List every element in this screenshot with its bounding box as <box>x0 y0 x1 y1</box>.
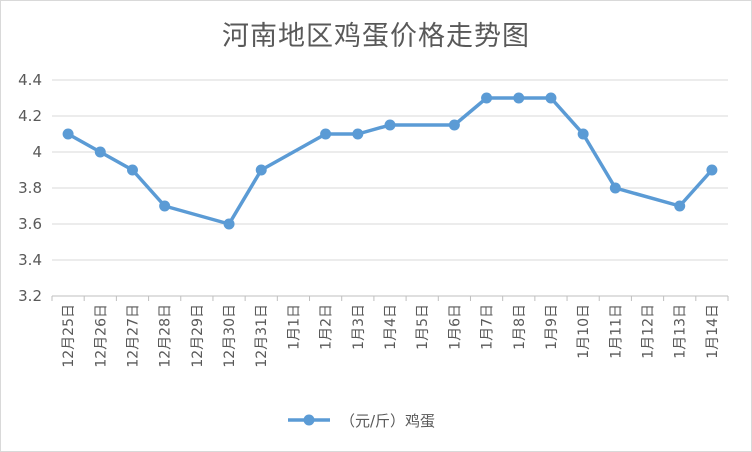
data-point <box>545 92 557 104</box>
x-tick-label: 1月7日 <box>480 304 496 350</box>
data-point <box>481 92 493 104</box>
series-layer <box>62 92 718 230</box>
data-point <box>159 200 171 212</box>
x-tick-label: 1月11日 <box>608 304 624 359</box>
x-tick-label: 1月5日 <box>415 304 431 350</box>
x-tick-label: 1月10日 <box>576 304 592 359</box>
data-point <box>352 128 364 140</box>
x-tick-label: 1月14日 <box>705 304 721 359</box>
x-tick-label: 12月31日 <box>254 304 270 368</box>
x-tick-label: 1月13日 <box>673 304 689 359</box>
y-tick-label: 3.2 <box>18 287 42 305</box>
x-tick-label: 1月8日 <box>512 304 528 350</box>
y-tick-label: 4 <box>32 143 42 161</box>
data-point <box>706 164 718 176</box>
x-tick-label: 1月3日 <box>351 304 367 350</box>
x-tick-label: 12月29日 <box>190 304 206 368</box>
chart-title: 河南地区鸡蛋价格走势图 <box>222 21 530 52</box>
legend-label: （元/斤）鸡蛋 <box>340 412 435 430</box>
data-point <box>448 119 460 131</box>
data-point <box>577 128 589 140</box>
x-axis-ticks: 12月25日 12月26日 12月27日 12月28日 12月29日 12月30日 12月3… <box>51 296 729 368</box>
data-point <box>609 182 621 194</box>
x-tick-label: 12月28日 <box>158 304 174 368</box>
data-point <box>384 119 396 131</box>
y-tick-label: 3.8 <box>18 179 42 197</box>
y-tick-label: 3.6 <box>18 215 42 233</box>
y-tick-label: 4.4 <box>18 71 42 89</box>
x-tick-label: 1月6日 <box>447 304 463 350</box>
gridlines <box>52 79 728 297</box>
x-tick-label: 12月30日 <box>222 304 238 368</box>
data-point <box>62 128 74 140</box>
y-axis-ticks: 3.2 3.4 3.6 3.8 4 4.2 4.4 <box>18 71 42 305</box>
x-tick-label: 12月26日 <box>93 304 109 368</box>
legend-dot-marker <box>303 414 315 426</box>
x-tick-label: 1月1日 <box>286 304 302 350</box>
data-point <box>126 164 138 176</box>
x-tick-label: 12月25日 <box>61 304 77 368</box>
x-tick-label: 12月27日 <box>125 304 141 368</box>
x-tick-label: 1月2日 <box>319 304 335 350</box>
data-point <box>255 164 267 176</box>
x-tick-label: 1月9日 <box>544 304 560 350</box>
data-point <box>674 200 686 212</box>
data-point <box>513 92 525 104</box>
y-tick-label: 4.2 <box>18 107 42 125</box>
y-tick-label: 3.4 <box>18 251 42 269</box>
data-point <box>94 146 106 158</box>
data-point <box>320 128 332 140</box>
x-tick-label: 1月12日 <box>641 304 657 359</box>
data-point <box>223 218 235 230</box>
x-tick-label: 1月4日 <box>383 304 399 350</box>
legend: （元/斤）鸡蛋 <box>288 412 435 430</box>
